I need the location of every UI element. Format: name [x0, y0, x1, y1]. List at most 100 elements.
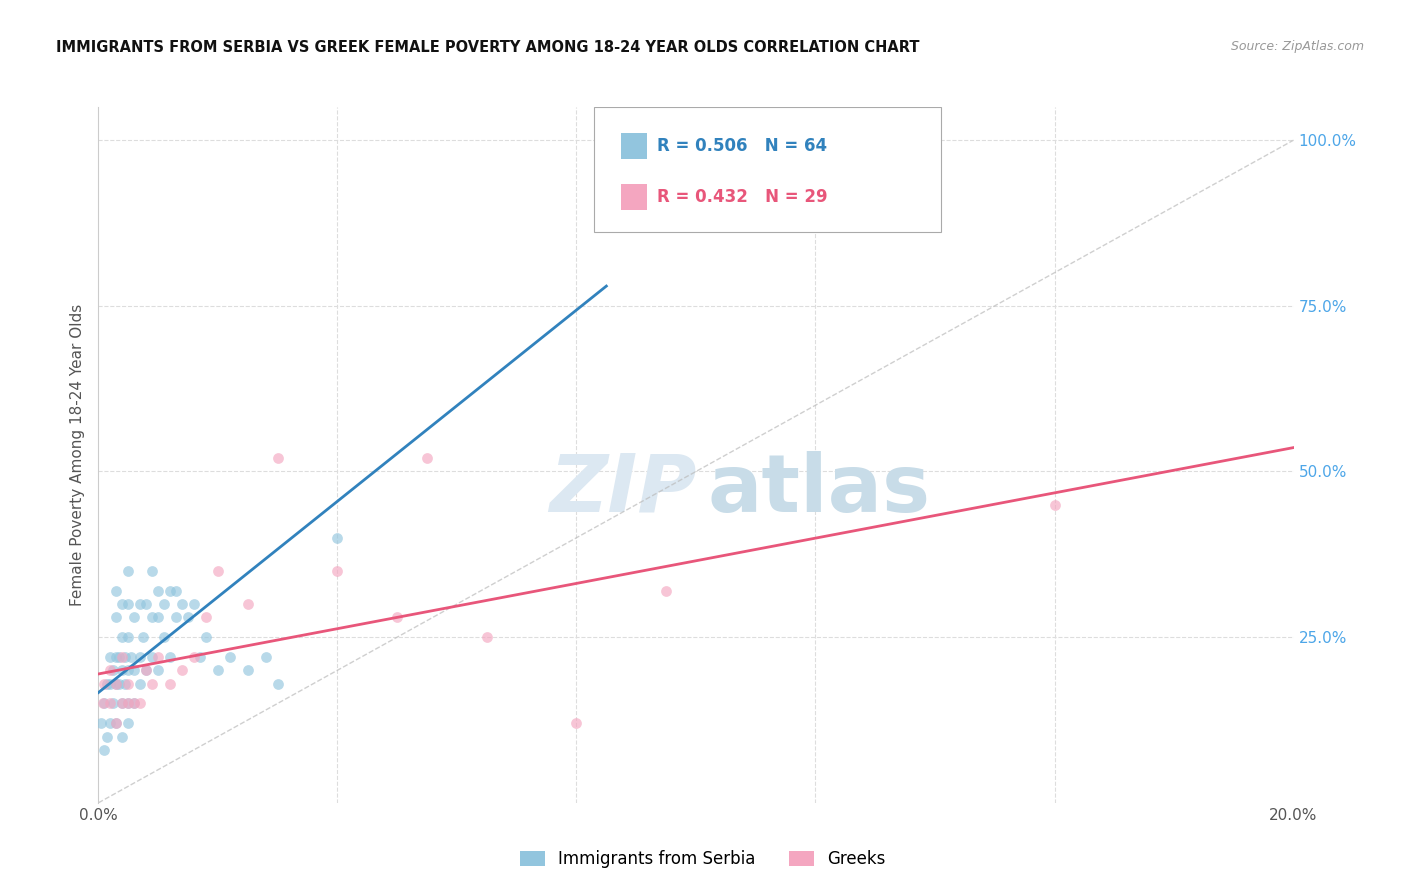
Text: Source: ZipAtlas.com: Source: ZipAtlas.com: [1230, 40, 1364, 54]
Point: [117, 564, 139, 578]
Point: [93, 697, 115, 711]
Point: [117, 697, 139, 711]
Point: [267, 451, 290, 466]
Point: [108, 676, 131, 690]
Point: [98, 716, 122, 731]
Legend: Immigrants from Serbia, Greeks: Immigrants from Serbia, Greeks: [513, 844, 893, 875]
Point: [105, 650, 128, 665]
Point: [129, 650, 152, 665]
Bar: [620, 184, 647, 210]
Point: [153, 597, 176, 611]
Point: [148, 610, 170, 624]
Point: [129, 676, 152, 690]
Point: [117, 597, 139, 611]
Point: [105, 716, 128, 731]
Point: [135, 663, 157, 677]
Point: [132, 630, 155, 644]
Point: [207, 564, 229, 578]
Point: [105, 676, 128, 690]
Point: [114, 650, 136, 665]
Point: [111, 597, 134, 611]
Point: [159, 583, 181, 598]
Point: [111, 697, 134, 711]
Point: [105, 583, 128, 598]
Point: [111, 630, 134, 644]
Point: [475, 630, 498, 644]
Point: [267, 676, 290, 690]
Point: [135, 597, 157, 611]
Point: [90, 716, 112, 731]
Point: [129, 597, 152, 611]
Point: [96, 730, 118, 744]
Point: [236, 663, 259, 677]
Point: [103, 663, 125, 677]
Point: [165, 583, 187, 598]
Point: [416, 451, 439, 466]
Point: [177, 610, 200, 624]
Point: [183, 650, 205, 665]
Point: [91, 697, 114, 711]
Text: R = 0.432   N = 29: R = 0.432 N = 29: [657, 188, 827, 206]
Point: [105, 676, 128, 690]
Point: [385, 610, 409, 624]
Text: IMMIGRANTS FROM SERBIA VS GREEK FEMALE POVERTY AMONG 18-24 YEAR OLDS CORRELATION: IMMIGRANTS FROM SERBIA VS GREEK FEMALE P…: [56, 40, 920, 55]
Text: atlas: atlas: [709, 450, 931, 529]
Point: [188, 650, 211, 665]
Point: [159, 676, 181, 690]
Point: [159, 650, 181, 665]
Point: [141, 676, 163, 690]
Point: [98, 663, 122, 677]
Point: [117, 676, 139, 690]
Point: [141, 650, 163, 665]
Point: [1043, 498, 1066, 512]
Point: [129, 697, 152, 711]
Point: [565, 716, 588, 731]
Point: [111, 663, 134, 677]
Point: [124, 697, 146, 711]
Point: [141, 610, 163, 624]
Point: [117, 697, 139, 711]
Point: [153, 630, 176, 644]
Point: [105, 716, 128, 731]
Point: [117, 630, 139, 644]
Point: [655, 583, 678, 598]
Point: [105, 610, 128, 624]
Point: [117, 663, 139, 677]
Point: [124, 663, 146, 677]
Point: [111, 730, 134, 744]
Point: [195, 630, 218, 644]
Point: [111, 697, 134, 711]
Bar: [620, 133, 647, 159]
Point: [135, 663, 157, 677]
Point: [148, 583, 170, 598]
Point: [607, 153, 630, 167]
Point: [219, 650, 242, 665]
Y-axis label: Female Poverty Among 18-24 Year Olds: Female Poverty Among 18-24 Year Olds: [70, 304, 86, 606]
Point: [141, 564, 163, 578]
Text: ZIP: ZIP: [548, 450, 696, 529]
Point: [98, 697, 122, 711]
Point: [96, 676, 118, 690]
Text: R = 0.506   N = 64: R = 0.506 N = 64: [657, 137, 827, 155]
Point: [326, 531, 349, 545]
Point: [124, 610, 146, 624]
Point: [111, 650, 134, 665]
Point: [93, 676, 115, 690]
Point: [172, 597, 194, 611]
Point: [236, 597, 259, 611]
Point: [165, 610, 187, 624]
FancyBboxPatch shape: [595, 107, 941, 232]
Point: [326, 564, 349, 578]
Point: [120, 650, 142, 665]
Point: [114, 676, 136, 690]
Point: [103, 697, 125, 711]
Point: [172, 663, 194, 677]
Point: [148, 650, 170, 665]
Point: [254, 650, 277, 665]
Point: [98, 650, 122, 665]
Point: [108, 650, 131, 665]
Point: [93, 743, 115, 757]
Point: [98, 676, 122, 690]
Point: [148, 663, 170, 677]
Point: [207, 663, 229, 677]
